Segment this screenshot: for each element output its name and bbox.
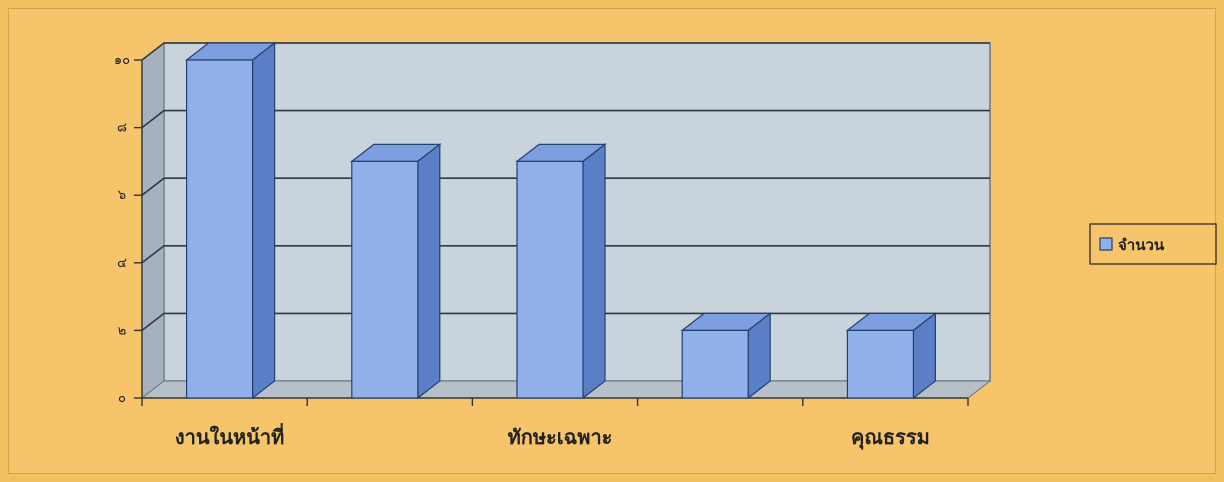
x-category-label: งานในหน้าที่ [175, 422, 284, 449]
bar-side [417, 143, 441, 400]
y-tick-label: ๔ [117, 255, 127, 270]
bar-front [186, 59, 254, 399]
legend: จำนวน [1089, 223, 1217, 265]
bar-front [351, 160, 419, 399]
bar-side [582, 143, 606, 400]
gridline [141, 42, 990, 61]
bar [184, 41, 277, 400]
bar-front [516, 160, 584, 399]
x-category-label: ทักษะเฉพาะ [508, 425, 613, 449]
legend-label: จำนวน [1118, 236, 1165, 254]
bar [515, 143, 607, 400]
gridline [141, 245, 990, 264]
bar-side [252, 41, 276, 400]
gridline [141, 109, 990, 129]
bar [680, 312, 772, 400]
bar-front [681, 329, 749, 399]
y-tick-label: ๖ [118, 187, 126, 202]
plot-side-wall [141, 41, 165, 400]
bar [350, 143, 442, 400]
bar-front [846, 329, 915, 399]
y-tick-label: ๘ [117, 120, 127, 135]
gridline [141, 177, 990, 196]
y-tick-label: ๐ [118, 390, 126, 405]
bar [845, 312, 938, 400]
y-tick-label: ๑๐ [114, 52, 130, 67]
y-tick-label: ๒ [118, 322, 127, 337]
legend-swatch [1099, 237, 1113, 251]
x-category-label: คุณธรรม [851, 425, 930, 450]
